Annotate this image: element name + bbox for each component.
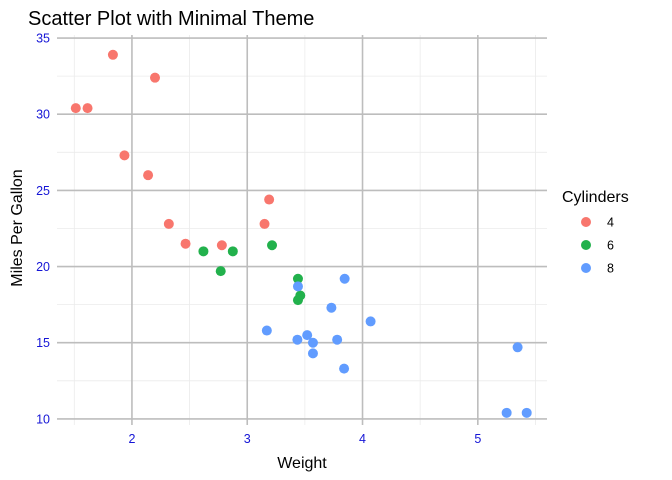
y-tick-label: 25 (36, 184, 50, 198)
minor-gridlines (57, 35, 547, 425)
legend-key (581, 263, 591, 273)
x-tick-label: 4 (359, 432, 366, 446)
data-point (264, 194, 275, 205)
legend-label: 4 (607, 216, 614, 230)
data-point (292, 273, 303, 284)
y-axis-tick-labels: 10 15 20 25 30 35 (36, 32, 50, 427)
y-tick-label: 35 (36, 32, 50, 46)
y-axis-title: Miles Per Gallon (9, 169, 26, 286)
data-point (261, 325, 272, 336)
data-point (143, 170, 154, 181)
chart-title: Scatter Plot with Minimal Theme (28, 8, 314, 30)
legend-key (581, 240, 591, 250)
data-point (307, 348, 318, 359)
data-point (501, 407, 512, 418)
data-point (198, 246, 209, 257)
data-point (365, 316, 376, 327)
data-point (521, 407, 532, 418)
legend-title: Cylinders (562, 189, 629, 206)
legend-label: 6 (607, 239, 614, 253)
x-tick-label: 3 (244, 432, 251, 446)
data-point (339, 273, 350, 284)
data-point (302, 330, 313, 341)
data-point (332, 334, 343, 345)
data-point (82, 103, 93, 114)
y-tick-label: 20 (36, 260, 50, 274)
data-point (180, 238, 191, 249)
x-axis-tick-labels: 2 3 4 5 (128, 432, 481, 446)
x-tick-label: 2 (128, 432, 135, 446)
legend-label: 8 (607, 262, 614, 276)
data-point (292, 295, 303, 306)
data-point (307, 337, 318, 348)
data-point (292, 334, 303, 345)
data-point (70, 103, 81, 114)
data-point (215, 266, 226, 277)
major-gridlines (57, 35, 547, 425)
data-points (70, 49, 532, 418)
data-point (267, 240, 278, 251)
data-point (326, 302, 337, 313)
data-point (107, 49, 118, 60)
legend: Cylinders 4 6 8 (562, 189, 629, 276)
y-tick-label: 10 (36, 412, 50, 426)
data-point (227, 246, 238, 257)
data-point (292, 281, 303, 292)
y-tick-label: 15 (36, 336, 50, 350)
legend-key (581, 217, 591, 227)
data-point (512, 342, 523, 353)
data-point (259, 218, 270, 229)
x-axis-title: Weight (277, 455, 327, 472)
data-point (339, 363, 350, 374)
data-point (150, 72, 160, 83)
data-point (119, 150, 130, 161)
data-point (216, 240, 227, 251)
data-point (163, 218, 174, 229)
y-tick-label: 30 (36, 108, 50, 122)
x-tick-label: 5 (474, 432, 481, 446)
